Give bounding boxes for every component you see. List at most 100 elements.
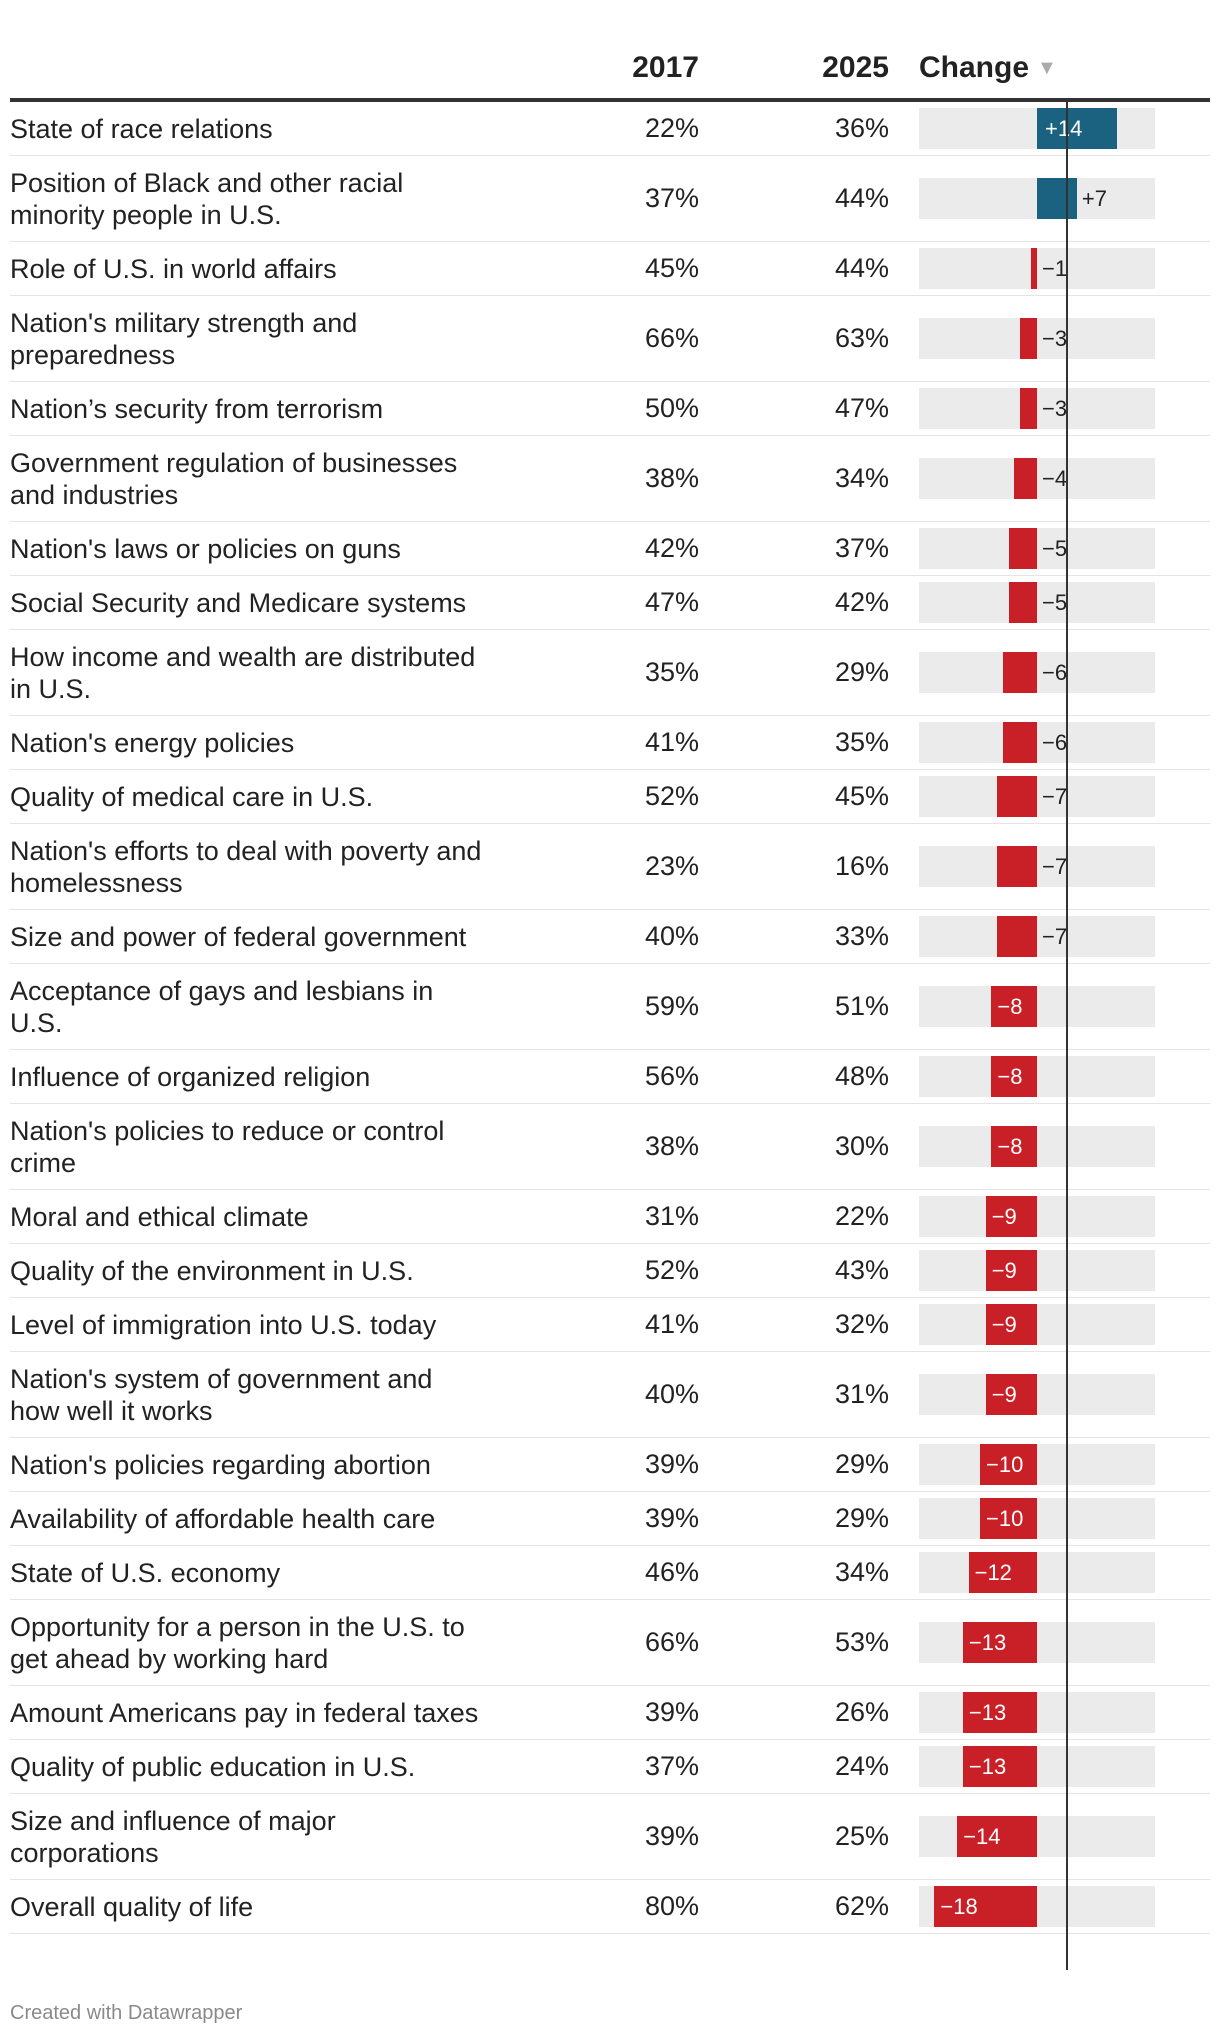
table-row: Overall quality of life 80% 62% −18 (10, 1879, 1210, 1934)
change-value-label: −13 (968, 1629, 1007, 1655)
change-bar-track: −10 (919, 1497, 1155, 1539)
sort-descending-icon[interactable]: ▼ (1037, 57, 1057, 79)
row-label: Quality of the environment in U.S. (10, 1243, 500, 1298)
change-bar (1002, 651, 1037, 693)
change-cell: −9 (889, 1297, 1210, 1352)
row-label: Nation's policies regarding abortion (10, 1437, 500, 1492)
row-label: Role of U.S. in world affairs (10, 241, 500, 296)
change-bar (991, 1055, 1037, 1097)
change-cell: −8 (889, 963, 1210, 1050)
change-value-label: −3 (1042, 395, 1068, 421)
change-bar (997, 845, 1037, 887)
value-2017: 80% (500, 1879, 699, 1934)
value-2017: 56% (500, 1049, 699, 1104)
table-row: Nation's military strength and preparedn… (10, 295, 1210, 382)
change-cell: −7 (889, 769, 1210, 824)
change-bar-track: −1 (919, 247, 1155, 289)
change-bar-track: −8 (919, 1055, 1155, 1097)
change-value-label: −3 (1042, 325, 1068, 351)
change-bar (957, 1815, 1037, 1857)
row-label: State of race relations (10, 100, 500, 156)
table-row: Quality of public education in U.S. 37% 24… (10, 1739, 1210, 1794)
change-zero-axis (1066, 98, 1068, 1970)
change-bar (968, 1551, 1037, 1593)
change-bar-track: −7 (919, 845, 1155, 887)
header-label (10, 38, 500, 102)
change-cell: −18 (889, 1879, 1210, 1934)
change-bar-track: −9 (919, 1195, 1155, 1237)
value-2017: 37% (500, 155, 699, 242)
change-value-label: −10 (986, 1505, 1024, 1531)
value-2017: 38% (500, 435, 699, 522)
change-bar-track: −7 (919, 915, 1155, 957)
table-row: Nation's policies to reduce or control c… (10, 1103, 1210, 1190)
change-cell: −7 (889, 823, 1210, 910)
header-2025[interactable]: 2025 (699, 38, 889, 102)
table-row: Size and influence of major corporations… (10, 1793, 1210, 1880)
change-cell: −13 (889, 1685, 1210, 1740)
value-2017: 52% (500, 1243, 699, 1298)
change-bar (1037, 107, 1117, 149)
change-bar (1019, 317, 1037, 359)
change-value-label: +7 (1081, 185, 1107, 211)
change-cell: −3 (889, 295, 1210, 382)
header-change[interactable]: Change ▼ (889, 38, 1210, 102)
change-bar-track: −14 (919, 1815, 1155, 1857)
table-row: Quality of medical care in U.S. 52% 45% −7 (10, 769, 1210, 824)
table-row: State of race relations 22% 36% +14 (10, 100, 1210, 156)
change-value-label: −9 (991, 1311, 1017, 1337)
value-2017: 22% (500, 100, 699, 156)
value-2017: 37% (500, 1739, 699, 1794)
value-2017: 31% (500, 1189, 699, 1244)
change-value-label: −13 (968, 1699, 1007, 1725)
change-bar-track: −13 (919, 1621, 1155, 1663)
change-value-label: −5 (1042, 535, 1068, 561)
change-bar-track: −13 (919, 1691, 1155, 1733)
value-2025: 45% (699, 769, 889, 824)
value-2017: 39% (500, 1793, 699, 1880)
change-value-label: −7 (1042, 853, 1068, 879)
change-cell: −9 (889, 1243, 1210, 1298)
table-row: Availability of affordable health care 39… (10, 1491, 1210, 1546)
table-row: Nation's energy policies 41% 35% −6 (10, 715, 1210, 770)
change-bar-track: −10 (919, 1443, 1155, 1485)
value-2017: 46% (500, 1545, 699, 1600)
value-2025: 36% (699, 100, 889, 156)
change-cell: −9 (889, 1351, 1210, 1438)
change-value-label: −8 (997, 1133, 1023, 1159)
row-label: Size and influence of major corporations (10, 1793, 500, 1880)
value-2025: 30% (699, 1103, 889, 1190)
change-bar (980, 1443, 1037, 1485)
value-2017: 66% (500, 1599, 699, 1686)
change-value-label: −1 (1042, 255, 1068, 281)
table-row: Government regulation of businesses and … (10, 435, 1210, 522)
value-2025: 29% (699, 1491, 889, 1546)
value-2025: 29% (699, 629, 889, 716)
value-2025: 43% (699, 1243, 889, 1298)
change-value-label: −13 (968, 1753, 1007, 1779)
value-2017: 40% (500, 1351, 699, 1438)
change-value-label: −10 (986, 1451, 1024, 1477)
value-2025: 24% (699, 1739, 889, 1794)
table-row: Size and power of federal government 40% 3… (10, 909, 1210, 964)
header-2017[interactable]: 2017 (500, 38, 699, 102)
change-bar-track: −5 (919, 581, 1155, 623)
value-2025: 62% (699, 1879, 889, 1934)
footer-credit: Created with Datawrapper (10, 2002, 243, 2024)
change-bar-track: −9 (919, 1249, 1155, 1291)
change-value-label: −9 (991, 1381, 1017, 1407)
row-label: Acceptance of gays and lesbians in U.S. (10, 963, 500, 1050)
row-label: Size and power of federal government (10, 909, 500, 964)
change-bar (980, 1497, 1037, 1539)
value-2017: 38% (500, 1103, 699, 1190)
change-cell: −10 (889, 1437, 1210, 1492)
change-bar (1002, 721, 1037, 763)
row-label: Nation's efforts to deal with poverty an… (10, 823, 500, 910)
value-2025: 35% (699, 715, 889, 770)
change-cell: −5 (889, 575, 1210, 630)
row-label: Nation's military strength and preparedn… (10, 295, 500, 382)
change-bar-track: +14 (919, 107, 1155, 149)
change-bar-track: −3 (919, 387, 1155, 429)
value-2025: 48% (699, 1049, 889, 1104)
change-bar-track: −18 (919, 1885, 1155, 1927)
